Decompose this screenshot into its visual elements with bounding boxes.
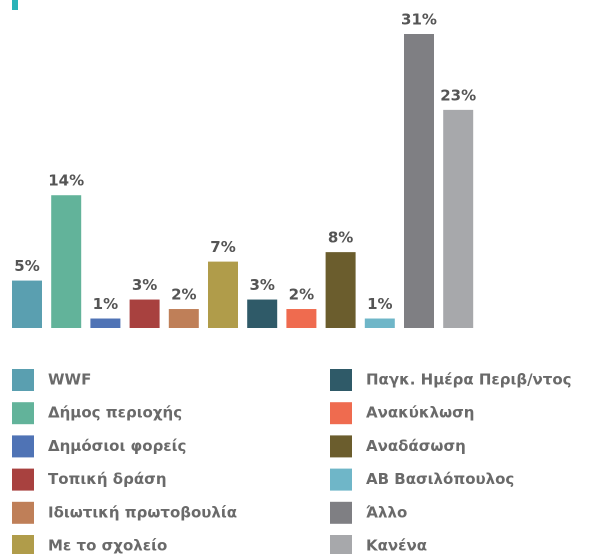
bar [364,318,395,328]
legend-label: Ιδιωτική πρωτοβουλία [48,503,237,521]
bar [51,195,82,328]
legend-swatch [12,402,34,425]
legend-swatch [330,402,352,425]
bar [12,280,42,328]
legend-label: ΑΒ Βασιλόπουλος [366,470,514,488]
title-marker [12,0,18,10]
value-label: 7% [210,238,235,256]
value-label: 2% [171,286,196,304]
legend-swatch [12,369,34,391]
bar [129,299,160,328]
bar [404,34,434,328]
legend-label: Ανακύκλωση [366,404,474,422]
legend-swatch [330,535,352,554]
value-label: 1% [367,295,392,313]
value-label: 1% [93,295,118,313]
value-label: 3% [132,276,157,294]
value-label: 23% [440,86,476,104]
legend-label: Άλλο [366,503,407,521]
bar [247,299,278,328]
legend-swatch [330,369,352,391]
legend-label: Παγκ. Ημέρα Περιβ/ντος [366,371,572,389]
value-label: 8% [328,229,353,247]
legend-swatch [330,435,352,458]
legend-label: Δημόσιοι φορείς [48,437,186,455]
bar [90,318,121,328]
legend-label: Αναδάσωση [366,437,466,455]
bar [443,109,474,328]
legend-swatch [330,501,352,524]
value-label: 31% [401,11,437,29]
legend-label: Δήμος περιοχής [48,404,182,422]
value-label: 3% [249,276,274,294]
legend-swatch [330,468,352,491]
bar [208,261,238,328]
value-label: 2% [289,286,314,304]
legend-label: WWF [48,371,91,389]
bar [325,252,356,328]
legend-swatch [12,535,34,554]
legend-swatch [12,435,34,458]
value-label: 5% [14,257,39,275]
bar [286,309,317,328]
bar [168,309,199,328]
legend-label: Κανένα [366,537,427,554]
legend-label: Τοπική δράση [48,470,167,488]
legend-label: Με το σχολείο [48,537,167,554]
legend-swatch [12,468,34,491]
legend-swatch [12,501,34,524]
value-label: 14% [48,172,84,190]
